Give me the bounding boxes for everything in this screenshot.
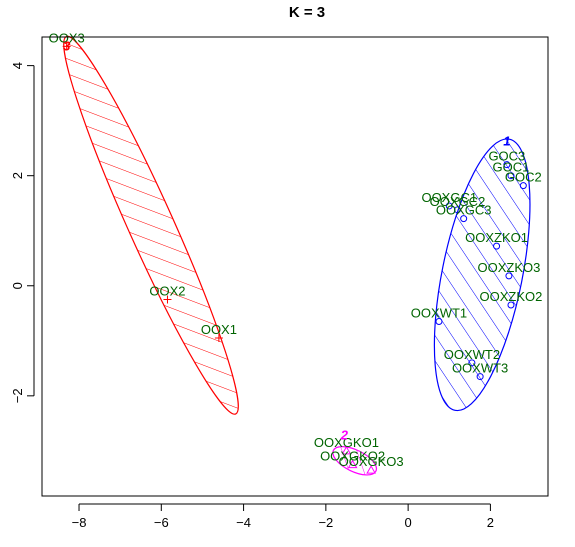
x-tick-label: 0 — [405, 515, 412, 530]
point-label: OOXWT1 — [411, 306, 467, 321]
point-label: OOXGC2 — [430, 194, 486, 209]
y-tick-label: −2 — [10, 388, 25, 403]
point-marker — [468, 359, 476, 367]
point-marker — [503, 161, 511, 169]
point-marker — [507, 301, 515, 309]
point-marker — [366, 465, 376, 474]
cluster-center-labels: 3 1 2 — [63, 38, 510, 442]
x-tick-label: 2 — [487, 515, 494, 530]
cluster-ellipse-3 — [63, 35, 239, 415]
point-label: OOXZKO2 — [480, 289, 543, 304]
y-tick-label: 2 — [10, 172, 25, 179]
point-marker — [347, 459, 358, 469]
x-tick-label: −4 — [236, 515, 251, 530]
point-label: OOXGKO3 — [339, 454, 404, 469]
point-labels: OOX3OOX2OOX1GOC3GOC1GOC2OOXGC1OOXGC2OOXG… — [49, 30, 543, 469]
cluster-ellipses — [63, 35, 531, 476]
point-label: OOXGKO1 — [314, 435, 379, 450]
cluster-center-label: 3 — [63, 38, 71, 53]
x-axis: −8 −6 −4 −2 0 2 — [72, 503, 494, 530]
point-marker — [505, 272, 513, 280]
y-axis: −2 0 2 4 — [10, 62, 35, 403]
point-label: OOX2 — [149, 284, 185, 299]
plot-frame — [41, 36, 549, 497]
point-marker — [445, 202, 453, 210]
point-marker — [163, 295, 172, 304]
point-marker — [341, 445, 352, 455]
point-marker — [62, 42, 71, 51]
point-label: OOXGKO2 — [320, 449, 385, 464]
point-label: GOC3 — [488, 149, 525, 164]
chart-title: K = 3 — [289, 4, 325, 21]
point-marker — [214, 334, 223, 343]
point-label: GOC2 — [505, 170, 542, 185]
point-marker — [460, 215, 468, 223]
point-marker — [519, 182, 527, 190]
point-marker — [507, 172, 515, 180]
point-label: OOXZKO1 — [465, 230, 528, 245]
point-label: OOXWT3 — [452, 361, 508, 376]
point-label: OOXGC3 — [436, 203, 492, 218]
y-tick-label: 4 — [10, 62, 25, 69]
point-marker — [493, 242, 501, 250]
point-label: GOC1 — [493, 160, 530, 175]
cluster-center-label: 2 — [340, 427, 349, 442]
point-marker — [476, 373, 484, 381]
x-tick-label: −8 — [72, 515, 87, 530]
data-points — [62, 42, 527, 474]
point-label: OOX1 — [201, 322, 237, 337]
point-label: OOX3 — [49, 30, 85, 45]
point-marker — [435, 318, 443, 326]
cluster-center-label: 1 — [503, 134, 510, 149]
point-marker — [453, 206, 461, 214]
point-label: OOXZKO3 — [477, 260, 540, 275]
point-label: OOXGC1 — [421, 190, 477, 205]
point-label: OOXWT2 — [444, 347, 500, 362]
x-tick-label: −6 — [154, 515, 169, 530]
cluster-ellipse-1 — [433, 138, 531, 412]
x-tick-label: −2 — [318, 515, 333, 530]
y-tick-label: 0 — [10, 282, 25, 289]
